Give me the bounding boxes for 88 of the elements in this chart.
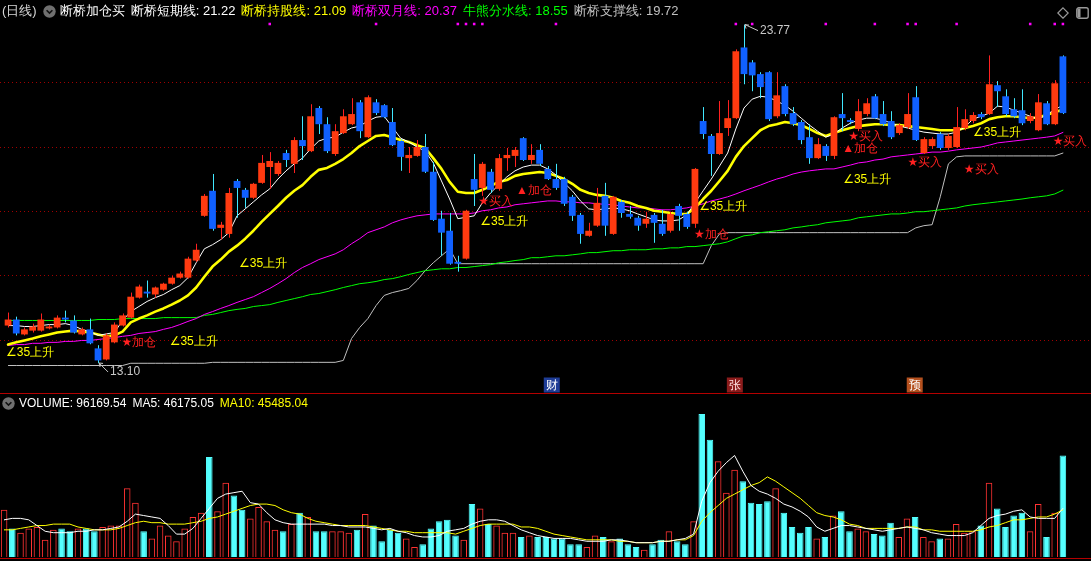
candlestick <box>716 100 723 156</box>
text: 断桥持股线: 21.09 <box>241 3 347 19</box>
bar <box>993 508 1001 557</box>
candlestick <box>667 211 674 234</box>
candlestick <box>593 187 601 228</box>
annotation: ∠35上升 <box>843 172 892 187</box>
candlestick <box>887 110 895 140</box>
annotation: ★加仓 <box>693 227 729 242</box>
bar <box>550 538 558 557</box>
candlestick <box>838 92 846 132</box>
bar <box>370 525 377 557</box>
candlestick <box>241 187 249 209</box>
annotation: ★买入 <box>963 162 999 177</box>
candlestick <box>552 163 560 191</box>
candlestick <box>1043 100 1050 126</box>
chart-title: (日线) <box>2 3 37 19</box>
bar <box>796 532 804 557</box>
bar <box>805 526 812 557</box>
text: 断桥双月线: 20.37 <box>352 3 457 19</box>
annotation: ∠35上升 <box>6 345 55 360</box>
candlestick <box>470 153 478 207</box>
bar <box>534 536 541 557</box>
text: 断桥支撑线: 19.72 <box>573 3 679 19</box>
candlestick <box>994 80 1001 108</box>
candlestick <box>192 243 200 263</box>
bar <box>444 519 451 557</box>
bar <box>452 535 459 557</box>
bar <box>558 538 566 557</box>
text: 财 <box>545 377 558 392</box>
bar <box>1010 515 1017 557</box>
candlestick <box>871 93 879 120</box>
candlestick <box>658 209 666 237</box>
candlestick <box>536 143 543 167</box>
annotation: ∠35上升 <box>239 256 288 271</box>
bar <box>485 524 492 557</box>
bar <box>1002 526 1009 557</box>
bar <box>846 531 853 557</box>
bar <box>91 531 98 557</box>
chart-subtitle: 断桥加仓买 <box>59 3 125 19</box>
annotation: 23.77 <box>760 22 791 37</box>
candlestick <box>200 193 208 218</box>
bar <box>575 544 582 557</box>
text: MA10: 45485.04 <box>219 395 308 411</box>
text: 断桥短期线: 21.22 <box>130 3 236 19</box>
annotation: ∠35上升 <box>169 334 218 349</box>
candlestick <box>724 99 732 137</box>
bar <box>378 541 385 557</box>
bar <box>567 544 574 557</box>
candlestick <box>503 147 511 172</box>
candlestick <box>519 136 527 162</box>
bar <box>682 544 689 557</box>
text: 牛熊分水线: 18.55 <box>462 3 568 19</box>
bar <box>879 535 886 557</box>
bar <box>58 528 65 557</box>
candlestick <box>814 137 821 160</box>
annotation: ★加仓 <box>121 335 157 350</box>
annotation: ∠35上升 <box>699 199 748 214</box>
bar <box>764 501 771 557</box>
text: MA5: 46175.05 <box>132 395 214 411</box>
bar <box>9 528 16 557</box>
bar <box>887 522 894 557</box>
candlestick <box>707 133 715 177</box>
text: 13.10 <box>110 364 141 379</box>
text: 张 <box>728 377 741 392</box>
bar <box>698 414 706 557</box>
annotation: ∠35上升 <box>972 125 1022 140</box>
candlestick <box>699 106 707 140</box>
bar <box>206 456 213 557</box>
text: 预 <box>908 377 921 392</box>
annotation: ★买入 <box>1052 134 1088 149</box>
candlestick <box>405 146 413 174</box>
bar <box>1043 536 1050 557</box>
annotation: ★买入 <box>907 155 943 170</box>
candlestick <box>299 115 306 161</box>
annotation: ▲加仓 <box>516 183 552 198</box>
candlestick <box>12 316 20 336</box>
chart-title: VOLUME: 96169.54 <box>19 395 127 411</box>
annotation: ▲加仓 <box>842 141 879 156</box>
annotation: ∠35上升 <box>480 214 529 229</box>
candlestick <box>290 136 298 174</box>
candlestick <box>315 105 323 135</box>
bar <box>419 544 426 557</box>
candlestick <box>86 318 94 345</box>
bar <box>140 531 147 557</box>
candlestick <box>487 168 494 194</box>
candlestick <box>773 71 781 119</box>
candlestick <box>528 143 535 165</box>
bar <box>296 512 303 557</box>
